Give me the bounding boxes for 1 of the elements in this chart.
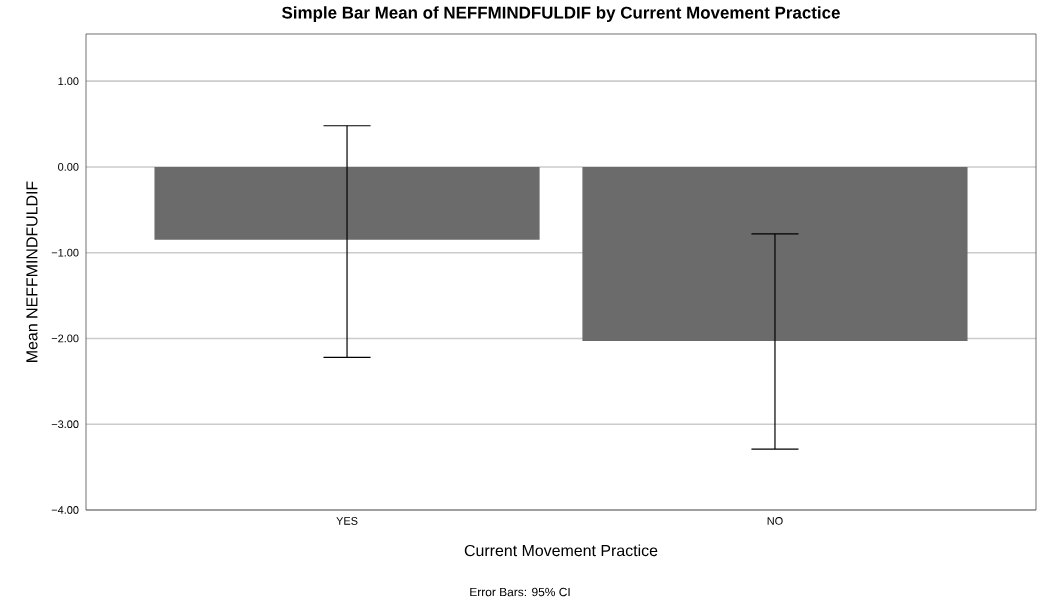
chart-title: Simple Bar Mean of NEFFMINDFULDIF by Current Movement Practice [282,6,840,22]
